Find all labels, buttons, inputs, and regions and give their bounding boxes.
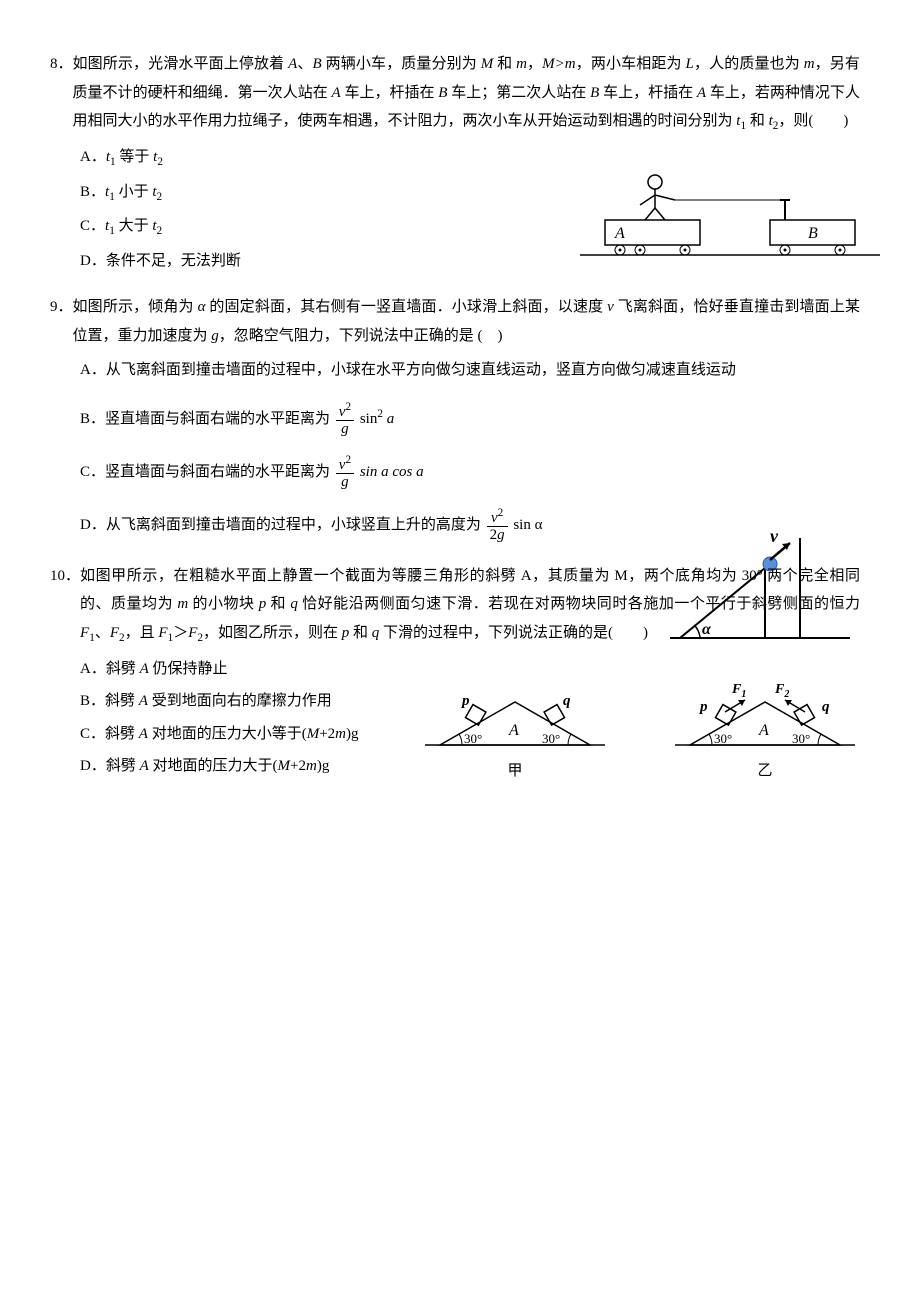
q8-number: 8． bbox=[50, 50, 73, 137]
svg-text:q: q bbox=[563, 693, 571, 709]
q9-option-a: A．从飞离斜面到撞击墙面的过程中，小球在水平方向做匀速直线运动，竖直方向做匀减速… bbox=[80, 356, 860, 385]
svg-text:p: p bbox=[460, 693, 470, 709]
q9-option-b: B．竖直墙面与斜面右端的水平距离为 v2g sin2 a bbox=[80, 401, 860, 438]
question-9: 9． 如图所示，倾角为 α 的固定斜面，其右侧有一竖直墙面．小球滑上斜面，以速度… bbox=[50, 293, 860, 544]
question-10: 10． 如图甲所示，在粗糙水平面上静置一个截面为等腰三角形的斜劈 A，其质量为 … bbox=[50, 562, 860, 786]
svg-text:30°: 30° bbox=[464, 731, 482, 746]
q8-stem: 如图所示，光滑水平面上停放着 A、B 两辆小车，质量分别为 M 和 m，M>m，… bbox=[73, 50, 860, 137]
svg-text:q: q bbox=[822, 699, 830, 715]
svg-text:F2: F2 bbox=[774, 682, 789, 700]
svg-text:A: A bbox=[758, 722, 769, 739]
q10-number: 10． bbox=[50, 562, 80, 649]
svg-text:A: A bbox=[508, 722, 519, 739]
svg-text:30°: 30° bbox=[714, 731, 732, 746]
svg-text:30°: 30° bbox=[792, 731, 810, 746]
svg-text:A: A bbox=[614, 225, 625, 242]
svg-text:F1: F1 bbox=[731, 682, 746, 700]
q8-body: 8． 如图所示，光滑水平面上停放着 A、B 两辆小车，质量分别为 M 和 m，M… bbox=[50, 50, 860, 137]
q10-caption-yi: 乙 bbox=[670, 757, 860, 786]
q10-caption-jia: 甲 bbox=[420, 757, 610, 786]
question-8: 8． 如图所示，光滑水平面上停放着 A、B 两辆小车，质量分别为 M 和 m，M… bbox=[50, 50, 860, 275]
q9-number: 9． bbox=[50, 293, 73, 350]
q10-figure-jia: 30° 30° A p q 甲 bbox=[420, 665, 610, 786]
q9-option-c: C．竖直墙面与斜面右端的水平距离为 v2g sin a cos a bbox=[80, 454, 860, 491]
q9-body: 9． 如图所示，倾角为 α 的固定斜面，其右侧有一竖直墙面．小球滑上斜面，以速度… bbox=[50, 293, 860, 350]
q9-stem: 如图所示，倾角为 α 的固定斜面，其右侧有一竖直墙面．小球滑上斜面，以速度 v … bbox=[73, 293, 860, 350]
q8-figure: A B bbox=[580, 160, 880, 270]
svg-text:30°: 30° bbox=[542, 731, 560, 746]
svg-text:B: B bbox=[808, 225, 818, 242]
svg-text:p: p bbox=[698, 699, 708, 715]
q10-stem: 如图甲所示，在粗糙水平面上静置一个截面为等腰三角形的斜劈 A，其质量为 M，两个… bbox=[80, 562, 860, 649]
q10-body: 10． 如图甲所示，在粗糙水平面上静置一个截面为等腰三角形的斜劈 A，其质量为 … bbox=[50, 562, 860, 649]
q9-options: A．从飞离斜面到撞击墙面的过程中，小球在水平方向做匀速直线运动，竖直方向做匀减速… bbox=[80, 356, 860, 544]
svg-text:v: v bbox=[770, 528, 779, 546]
q10-figure-yi: 30° 30° A F1 p F2 q 乙 bbox=[670, 665, 860, 786]
